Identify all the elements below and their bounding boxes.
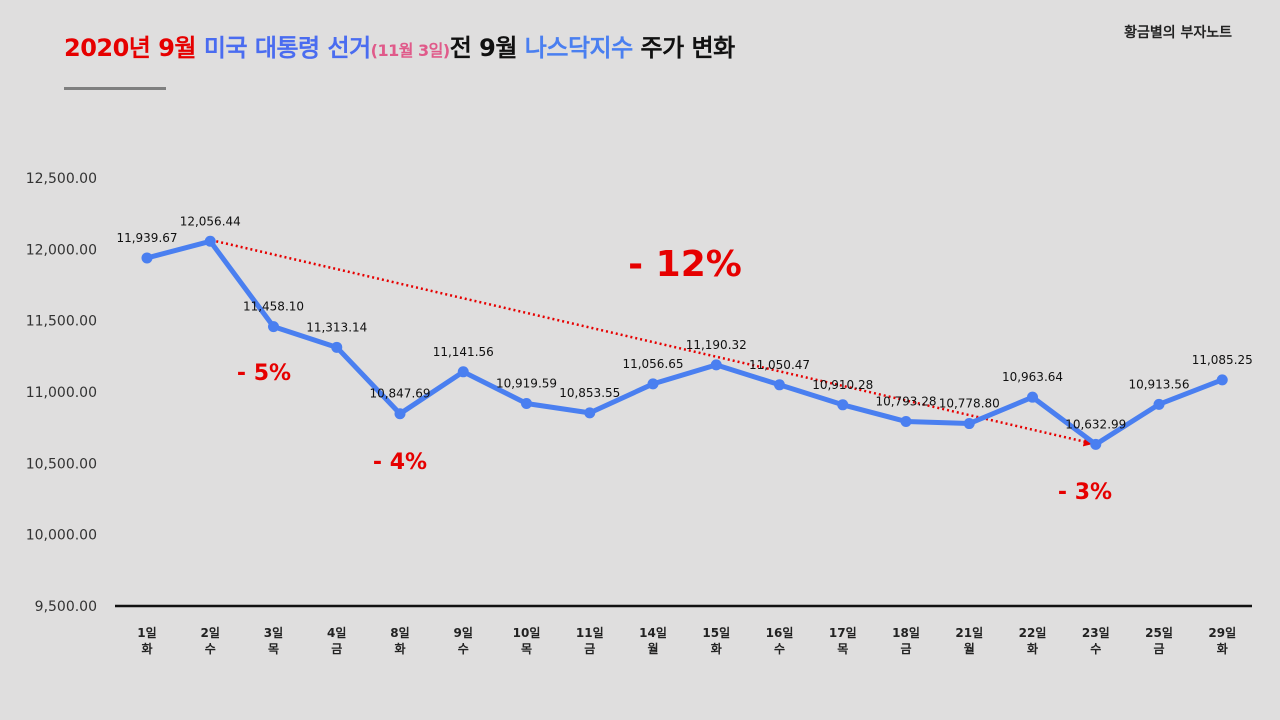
data-label: 11,141.56: [433, 345, 494, 359]
x-tick-label: 22일 화: [1019, 626, 1047, 656]
data-label: 10,793.28: [875, 394, 936, 408]
data-label: 10,919.59: [496, 376, 557, 390]
x-tick-label: 4일 금: [327, 626, 346, 656]
annotation-minus-12: - 12%: [628, 244, 742, 285]
x-tick-label: 10일 목: [513, 626, 541, 656]
title-part-nasdaq: 나스닥지수: [524, 34, 633, 62]
data-point: [394, 408, 406, 420]
x-tick-label: 8일 화: [390, 626, 409, 656]
annotation-minus-4: - 4%: [373, 450, 427, 475]
data-point: [584, 407, 596, 419]
data-point: [710, 359, 722, 371]
x-tick-label: 29일 화: [1208, 626, 1236, 656]
data-point: [457, 366, 469, 378]
data-point: [1027, 391, 1038, 403]
data-label: 10,847.69: [369, 387, 430, 401]
series-line: [144, 238, 1225, 447]
x-tick-label: 16일 수: [766, 626, 794, 656]
data-point: [837, 399, 849, 411]
title-part-election: 미국 대통령 선거: [203, 34, 371, 62]
x-tick-label: 21일 월: [955, 626, 983, 656]
x-tick-label: 14일 월: [639, 626, 667, 656]
y-tick-label: 12,000.00: [26, 242, 97, 258]
data-point: [521, 397, 532, 409]
y-axis: 9,500.00 10,000.00 10,500.00 11,000.00 11,50…: [26, 171, 97, 615]
data-label: 11,056.65: [622, 357, 683, 371]
y-tick-label: 11,000.00: [26, 385, 97, 401]
data-point: [204, 235, 216, 247]
data-label: 11,313.14: [306, 320, 367, 334]
data-label: 10,963.64: [1002, 370, 1063, 384]
title-part-year: 2020년 9월: [64, 34, 197, 62]
title-part-change: 주가 변화: [640, 34, 736, 62]
data-point: [1216, 374, 1228, 386]
x-tick-label: 25일 금: [1145, 626, 1173, 656]
x-tick-label: 2일 수: [201, 626, 220, 656]
x-tick-label: 23일 수: [1082, 626, 1110, 656]
y-tick-label: 9,500.00: [35, 599, 97, 615]
data-label: 11,050.47: [749, 358, 810, 372]
data-point: [963, 418, 975, 430]
data-point: [647, 378, 659, 390]
x-tick-label: 18일 금: [892, 626, 920, 656]
annotation-minus-5: - 5%: [237, 361, 291, 386]
data-point: [900, 415, 912, 427]
title-part-before: 전 9월: [449, 34, 518, 62]
data-label: 10,853.55: [559, 386, 620, 400]
data-point: [141, 252, 153, 264]
y-tick-label: 10,500.00: [26, 456, 97, 472]
title-part-date: (11월 3일): [370, 41, 451, 60]
data-label: 11,458.10: [243, 300, 304, 314]
x-tick-label: 11일 금: [576, 626, 604, 656]
data-point: [268, 321, 279, 333]
y-tick-label: 11,500.00: [26, 314, 97, 330]
x-tick-label: 1일 화: [137, 626, 156, 656]
annotation-minus-3: - 3%: [1058, 480, 1112, 505]
x-tick-label: 17일 목: [829, 626, 857, 656]
x-tick-label: 15일 화: [702, 626, 730, 656]
data-label: 11,190.32: [686, 338, 747, 352]
chart-title: 2020년 9월 미국 대통령 선거(11월 3일)전 9월 나스닥지수 주가 …: [64, 28, 735, 63]
data-label: 10,632.99: [1065, 417, 1126, 431]
brand-label: 황금별의 부자노트: [1124, 25, 1232, 41]
data-point: [774, 379, 785, 391]
data-point: [1090, 438, 1102, 450]
title-underline: [64, 87, 166, 90]
data-point: [331, 341, 343, 353]
data-point: [1153, 398, 1165, 410]
data-points: [141, 235, 1228, 450]
x-tick-label: 3일 목: [264, 626, 283, 656]
y-tick-label: 10,000.00: [26, 528, 97, 544]
data-label: 10,913.56: [1128, 377, 1189, 391]
data-label: 12,056.44: [180, 214, 241, 228]
data-label: 11,085.25: [1192, 353, 1253, 367]
y-tick-label: 12,500.00: [26, 171, 97, 187]
x-axis: 1일 화 2일 수 3일 목 4일 금 8일 화 9일 수 10일 목 11일 금 14일 월 15일 화 16일 수 17…: [137, 626, 1236, 656]
data-label: 10,910.28: [812, 378, 873, 392]
data-label: 11,939.67: [116, 231, 177, 245]
data-label: 10,778.80: [939, 397, 1000, 411]
x-tick-label: 9일 수: [454, 626, 473, 656]
